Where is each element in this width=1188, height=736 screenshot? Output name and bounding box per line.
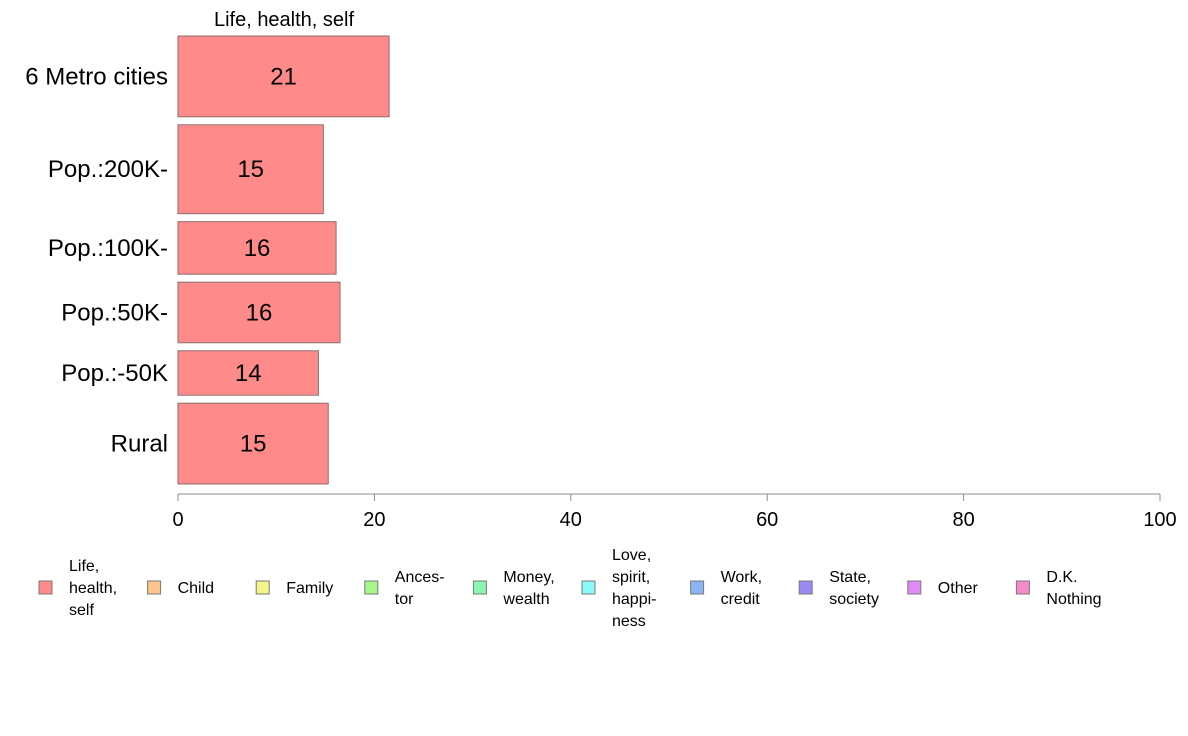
bar-2	[177, 221, 337, 275]
bar-5	[177, 402, 329, 485]
value-label: 15	[237, 156, 264, 183]
category-label: Pop.:100K-	[48, 235, 168, 262]
x-tick-label: 20	[363, 509, 385, 531]
bars-group: 6 Metro cities 21 Pop.:200K- 15 Pop.:100K- 16…	[25, 35, 390, 485]
legend-label: Family	[286, 580, 333, 597]
legend-label: Money, wealth	[502, 569, 554, 608]
bar-3	[177, 281, 341, 344]
x-tick-label: 40	[560, 509, 582, 531]
legend-label: Child	[178, 580, 214, 597]
x-tick-label: 60	[756, 509, 778, 531]
value-label: 16	[244, 235, 271, 262]
legend-swatch	[38, 580, 53, 595]
bar-1	[177, 124, 324, 215]
legend-swatch	[147, 580, 162, 595]
legend: Life, health, self Child Family Ances-tor Mone…	[38, 547, 1102, 630]
legend-swatch	[581, 580, 596, 595]
legend-swatch	[798, 580, 813, 595]
legend-label: Other	[938, 580, 979, 597]
legend-swatch	[690, 580, 705, 595]
x-axis: 0 20 40 60 80 100	[172, 493, 1177, 531]
bar-4	[177, 350, 319, 396]
category-label: Pop.:200K-	[48, 156, 168, 183]
category-label: Pop.:-50K	[61, 360, 168, 387]
legend-swatch	[907, 580, 922, 595]
legend-swatch	[255, 580, 270, 595]
legend-label: D.K. Nothing	[1046, 569, 1101, 608]
legend-label: Work, credit	[721, 569, 762, 608]
category-label: Rural	[111, 431, 168, 458]
x-tick-label: 0	[172, 509, 183, 531]
value-label: 21	[270, 63, 297, 90]
column-title: Life, health, self	[214, 9, 355, 31]
value-label: 15	[240, 431, 267, 458]
legend-label: Ances-tor	[395, 569, 445, 608]
legend-swatch	[472, 580, 487, 595]
legend-label: State, society	[829, 569, 879, 608]
legend-label: Love, spirit, happi-ness	[612, 547, 656, 630]
legend-swatch	[1015, 580, 1030, 595]
value-label: 16	[246, 299, 273, 326]
x-tick-label: 80	[952, 509, 974, 531]
bar-0	[177, 35, 390, 118]
legend-label: Life, health, self	[69, 558, 117, 619]
category-label: Pop.:50K-	[61, 299, 168, 326]
category-label: 6 Metro cities	[25, 63, 168, 90]
x-tick-label: 100	[1143, 509, 1176, 531]
legend-swatch	[364, 580, 379, 595]
value-label: 14	[235, 360, 262, 387]
